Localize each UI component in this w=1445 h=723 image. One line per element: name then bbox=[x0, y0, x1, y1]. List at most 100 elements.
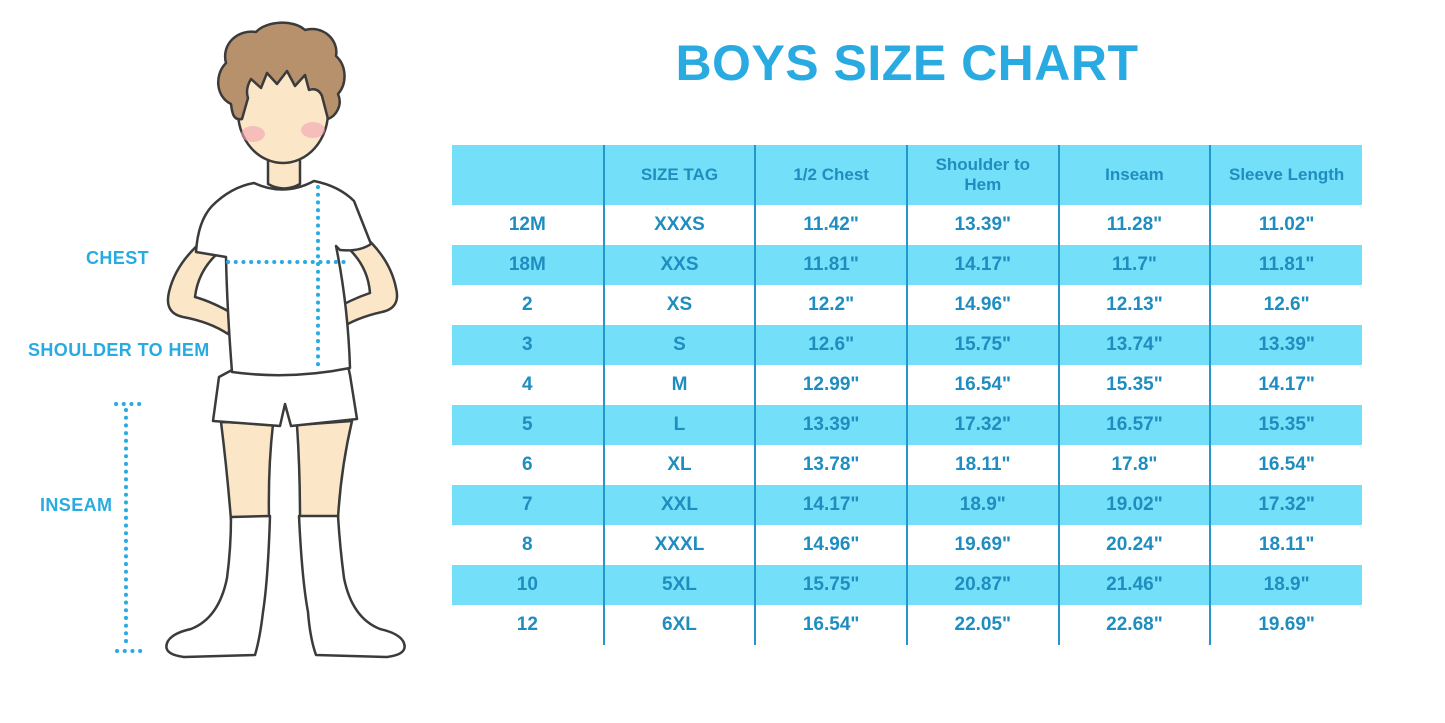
size-cell: 10 bbox=[452, 565, 604, 605]
boy-socks bbox=[165, 514, 406, 659]
measurement-figure-pane: CHEST SHOULDER TO HEM INSEAM bbox=[0, 0, 452, 723]
measurement-cell: 18.11" bbox=[1209, 525, 1362, 565]
measurement-cell: 16.54" bbox=[1209, 445, 1362, 485]
table-row: 7 XXL 14.17" 18.9" 19.02" 17.32" bbox=[452, 485, 1362, 525]
page-title: BOYS SIZE CHART bbox=[675, 35, 1139, 91]
measurement-cell: 16.57" bbox=[1057, 405, 1211, 445]
size-cell: 12 bbox=[516, 614, 538, 635]
measurement-cell: 14.96" bbox=[754, 525, 907, 565]
boy-arms bbox=[166, 232, 399, 336]
measurement-cell: M bbox=[602, 365, 756, 405]
column-header-5: Sleeve Length bbox=[1209, 145, 1362, 205]
measurement-cell: 11.28" bbox=[1057, 205, 1211, 245]
measurement-cell: 11.81" bbox=[754, 245, 907, 285]
measurement-cell: 19.69" bbox=[1209, 605, 1362, 645]
size-cell: 18M bbox=[452, 245, 604, 285]
measurement-cell: 19.02" bbox=[1057, 485, 1211, 525]
measurement-cell: 15.75" bbox=[754, 565, 907, 605]
table-row: 6 XL 13.78" 18.11" 17.8" 16.54" bbox=[452, 445, 1362, 485]
measurement-cell: 5XL bbox=[602, 565, 756, 605]
measurement-cell: 14.17" bbox=[1209, 365, 1362, 405]
size-cell: 4 bbox=[522, 374, 533, 395]
size-cell: 8 bbox=[522, 534, 533, 555]
measurement-cell: 11.81" bbox=[1209, 245, 1362, 285]
table-header-row: SIZE TAG 1/2 Chest Shoulder to Hem Inseam Sl… bbox=[452, 145, 1362, 205]
measurement-cell: XXXS bbox=[602, 205, 756, 245]
measurement-cell: 16.54" bbox=[905, 365, 1059, 405]
table-row: 2 XS 12.2" 14.96" 12.13" 12.6" bbox=[452, 285, 1362, 325]
measurement-cell: 15.35" bbox=[1209, 405, 1362, 445]
measurement-cell: XXL bbox=[602, 485, 756, 525]
size-cell: 5 bbox=[452, 405, 604, 445]
measurement-cell: 6XL bbox=[602, 605, 756, 645]
boy-legs bbox=[219, 419, 354, 522]
measurement-cell: XS bbox=[602, 285, 756, 325]
size-cell: 12M bbox=[508, 214, 546, 235]
boy-hair bbox=[217, 21, 346, 121]
measurement-cell: XXXL bbox=[602, 525, 756, 565]
table-row: 18M XXS 11.81" 14.17" 11.7" 11.81" bbox=[452, 245, 1362, 285]
measurement-cell: 15.35" bbox=[1057, 365, 1211, 405]
column-header-1: SIZE TAG bbox=[602, 145, 756, 205]
measurement-cell: 18.9" bbox=[1209, 565, 1362, 605]
measurement-cell: 17.8" bbox=[1057, 445, 1211, 485]
table-row: 4 M 12.99" 16.54" 15.35" 14.17" bbox=[452, 365, 1362, 405]
table-row: 3 S 12.6" 15.75" 13.74" 13.39" bbox=[452, 325, 1362, 365]
size-cell: 2 bbox=[522, 294, 533, 315]
measurement-cell: 12.99" bbox=[754, 365, 907, 405]
shoulder-to-hem-label: SHOULDER TO HEM bbox=[28, 340, 210, 360]
column-header-4: Inseam bbox=[1057, 145, 1211, 205]
measurement-cell: 16.54" bbox=[754, 605, 907, 645]
measurement-cell: 11.02" bbox=[1209, 205, 1362, 245]
table-row: 12 6XL 16.54" 22.05" 22.68" 19.69" bbox=[452, 605, 1362, 645]
size-cell: 7 bbox=[452, 485, 604, 525]
table-header: SIZE TAG 1/2 Chest Shoulder to Hem Inseam Sl… bbox=[452, 145, 1362, 205]
boy-illustration bbox=[114, 21, 406, 659]
chest-label: CHEST bbox=[86, 248, 150, 268]
measurement-cell: 22.05" bbox=[905, 605, 1059, 645]
table-row: 12M XXXS 11.42" 13.39" 11.28" 11.02" bbox=[452, 205, 1362, 245]
size-cell: 6 bbox=[522, 454, 533, 475]
boy-shirt bbox=[194, 179, 373, 377]
measurement-cell: 13.74" bbox=[1057, 325, 1211, 365]
measurement-cell: 17.32" bbox=[905, 405, 1059, 445]
column-header-2: 1/2 Chest bbox=[754, 145, 907, 205]
measurement-cell: 14.17" bbox=[905, 245, 1059, 285]
measurement-cell: S bbox=[602, 325, 756, 365]
measurement-cell: 20.24" bbox=[1057, 525, 1211, 565]
measurement-cell: 13.78" bbox=[754, 445, 907, 485]
measurement-cell: XXS bbox=[602, 245, 756, 285]
measurement-cell: 13.39" bbox=[754, 405, 907, 445]
measurement-cell: 12.2" bbox=[754, 285, 907, 325]
measurement-cell: XL bbox=[602, 445, 756, 485]
inseam-measure-line bbox=[114, 402, 144, 653]
measurement-cell: 13.39" bbox=[905, 205, 1059, 245]
measurement-cell: 12.13" bbox=[1057, 285, 1211, 325]
size-chart-pane: BOYS SIZE CHART SIZE TAG 1/2 Chest Shoulde… bbox=[452, 0, 1362, 723]
table-row: 10 5XL 15.75" 20.87" 21.46" 18.9" bbox=[452, 565, 1362, 605]
column-header-3: Shoulder to Hem bbox=[905, 145, 1059, 205]
measurement-cell: 19.69" bbox=[905, 525, 1059, 565]
measurement-cell: 21.46" bbox=[1057, 565, 1211, 605]
boy-blush bbox=[241, 122, 325, 142]
measurement-cell: 17.32" bbox=[1209, 485, 1362, 525]
measurement-cell: 12.6" bbox=[754, 325, 907, 365]
measurement-cell: 20.87" bbox=[905, 565, 1059, 605]
measurement-cell: 15.75" bbox=[905, 325, 1059, 365]
size-cell: 3 bbox=[452, 325, 604, 365]
measurement-cell: 12.6" bbox=[1209, 285, 1362, 325]
measurement-cell: 22.68" bbox=[1057, 605, 1211, 645]
table-row: 8 XXXL 14.96" 19.69" 20.24" 18.11" bbox=[452, 525, 1362, 565]
measurement-cell: 13.39" bbox=[1209, 325, 1362, 365]
table-body: 12M XXXS 11.42" 13.39" 11.28" 11.02" 18M XXS 11.… bbox=[452, 205, 1362, 645]
measurement-cell: 11.42" bbox=[754, 205, 907, 245]
column-header-0 bbox=[452, 145, 604, 205]
measurement-cell: 18.11" bbox=[905, 445, 1059, 485]
measurement-cell: 18.9" bbox=[905, 485, 1059, 525]
measurement-cell: 14.96" bbox=[905, 285, 1059, 325]
measurement-cell: 14.17" bbox=[754, 485, 907, 525]
size-chart-table: SIZE TAG 1/2 Chest Shoulder to Hem Inseam Sl… bbox=[452, 145, 1362, 645]
measurement-cell: L bbox=[602, 405, 756, 445]
inseam-label: INSEAM bbox=[40, 495, 113, 515]
table-row: 5 L 13.39" 17.32" 16.57" 15.35" bbox=[452, 405, 1362, 445]
